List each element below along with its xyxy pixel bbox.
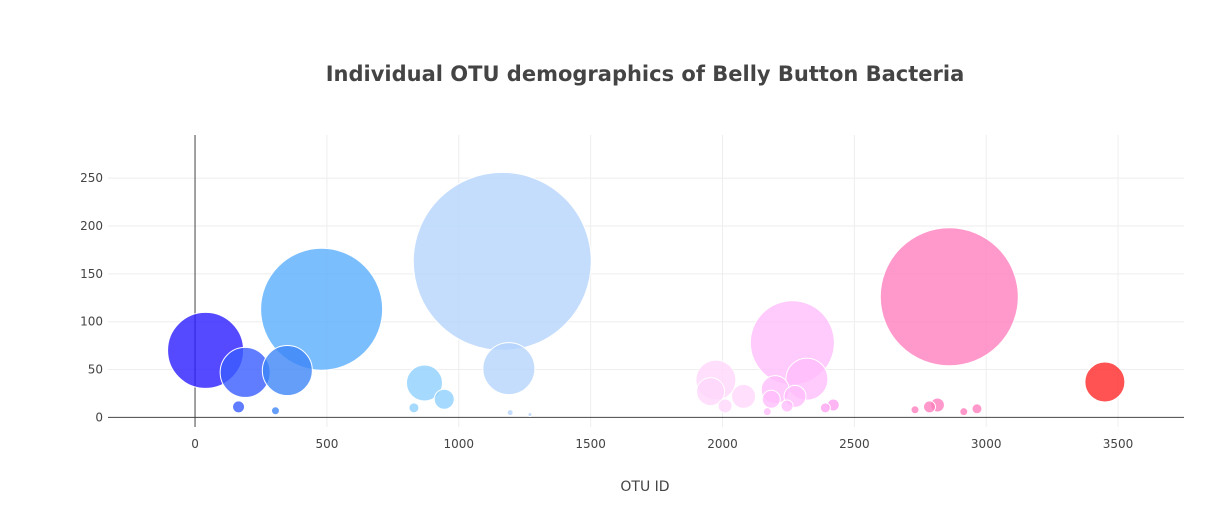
bubble-point[interactable]	[696, 377, 726, 407]
bubble-point[interactable]	[506, 409, 514, 417]
bubble-point[interactable]	[762, 407, 772, 417]
y-tick-label: 50	[88, 363, 103, 377]
bubble-point[interactable]	[971, 403, 983, 415]
bubble-point[interactable]	[270, 406, 280, 416]
bubble-point[interactable]	[761, 389, 781, 409]
x-tick-label: 2000	[707, 437, 738, 451]
bubble-point[interactable]	[261, 345, 313, 397]
x-tick-label: 1500	[575, 437, 606, 451]
x-tick-label: 2500	[839, 437, 870, 451]
bubble-point[interactable]	[959, 407, 969, 417]
x-axis-title: OTU ID	[620, 479, 669, 495]
bubble-point[interactable]	[405, 364, 443, 402]
bubble-point[interactable]	[527, 412, 533, 418]
bubble-point[interactable]	[482, 342, 536, 396]
chart-title: Individual OTU demographics of Belly But…	[326, 62, 965, 86]
bubble-point[interactable]	[232, 400, 246, 414]
bubble-series[interactable]	[167, 171, 1126, 418]
bubble-point[interactable]	[412, 171, 592, 351]
x-tick-label: 1000	[443, 437, 474, 451]
bubble-point[interactable]	[408, 402, 420, 414]
x-tick-label: 3500	[1103, 437, 1134, 451]
bubble-point[interactable]	[731, 383, 757, 409]
x-tick-label: 500	[315, 437, 338, 451]
bubble-point[interactable]	[910, 405, 920, 415]
bubble-point[interactable]	[780, 399, 794, 413]
bubble-point[interactable]	[717, 398, 733, 414]
bubble-point[interactable]	[1084, 361, 1126, 403]
y-tick-label: 0	[95, 410, 103, 424]
bubble-point[interactable]	[923, 400, 937, 414]
x-tick-label: 0	[191, 437, 199, 451]
bubble-point[interactable]	[879, 227, 1019, 367]
x-tick-label: 3000	[971, 437, 1002, 451]
bubble-point[interactable]	[433, 388, 455, 410]
bubble-point[interactable]	[819, 402, 831, 414]
bubble-point[interactable]	[260, 247, 384, 371]
y-tick-label: 200	[80, 219, 103, 233]
y-tick-label: 150	[80, 267, 103, 281]
y-tick-label: 100	[80, 315, 103, 329]
y-tick-label: 250	[80, 171, 103, 185]
